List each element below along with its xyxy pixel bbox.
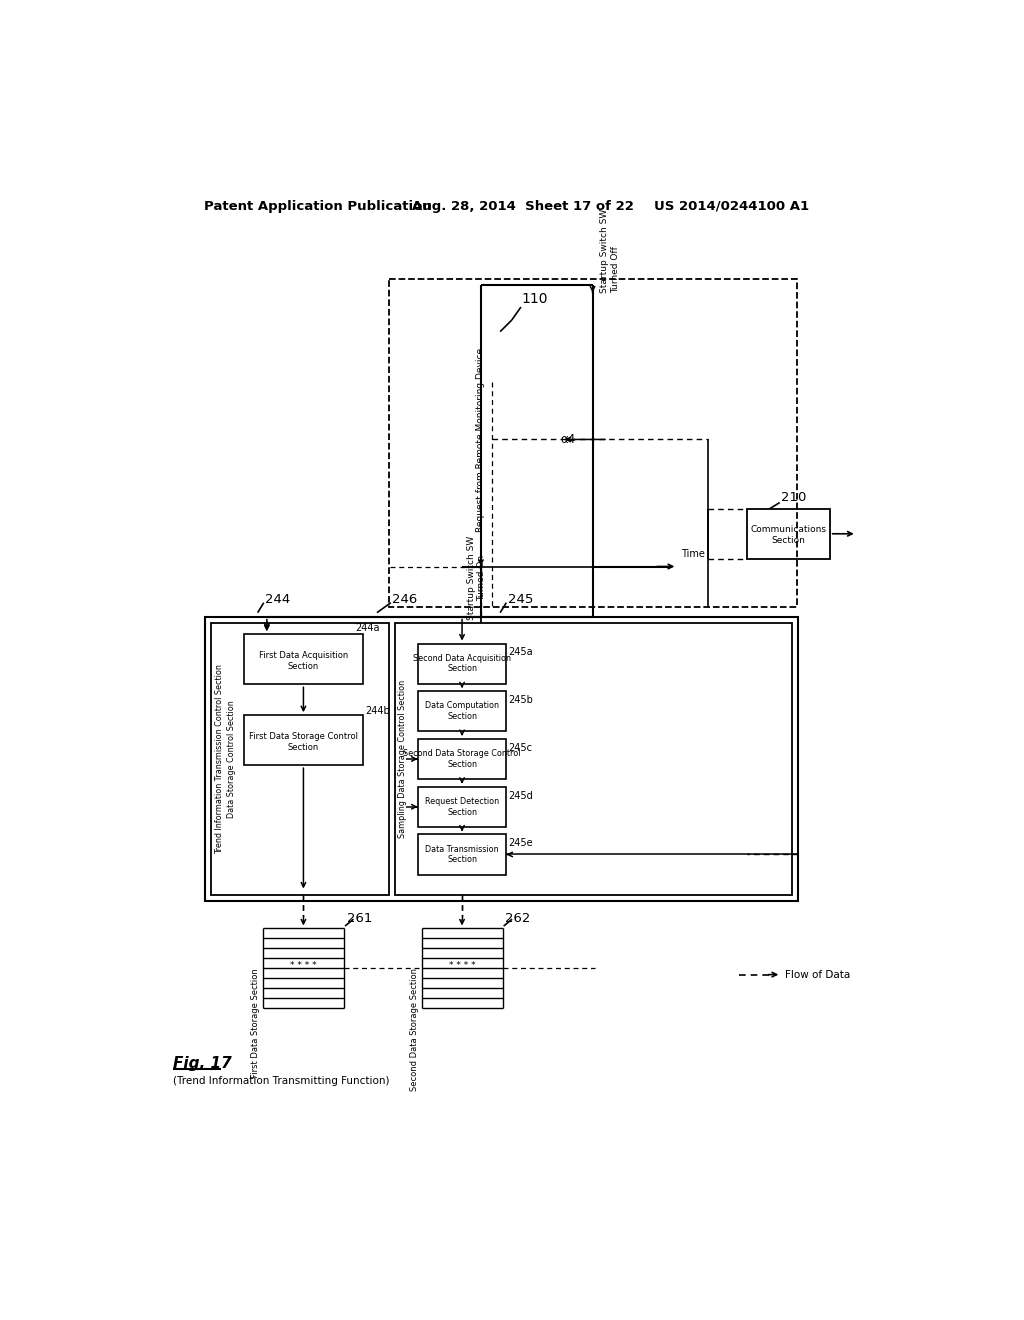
Bar (418, 739, 506, 779)
Text: Fig. 17: Fig. 17 (173, 1056, 231, 1071)
Text: Request Detection: Request Detection (425, 797, 499, 805)
Text: * * * *: * * * * (291, 961, 317, 970)
Text: First Data Storage Control: First Data Storage Control (249, 731, 358, 741)
Text: α4: α4 (560, 433, 575, 446)
Text: Section: Section (771, 536, 805, 545)
Text: 245c: 245c (509, 743, 532, 752)
Bar (211, 623, 388, 895)
Text: Section: Section (447, 855, 477, 865)
Bar (418, 834, 506, 874)
Text: 245: 245 (508, 593, 534, 606)
Text: Sampling Data Storage Control Section: Sampling Data Storage Control Section (398, 680, 407, 838)
Text: 261: 261 (346, 912, 372, 924)
Text: 245a: 245a (509, 647, 534, 657)
Text: Second Data Acquisition: Second Data Acquisition (413, 653, 511, 663)
Text: 245e: 245e (509, 838, 534, 849)
Text: 110: 110 (521, 292, 548, 306)
Bar (205, 616, 798, 902)
Bar (418, 692, 506, 731)
Text: 210: 210 (781, 491, 807, 504)
Bar (244, 635, 364, 684)
Text: Section: Section (447, 760, 477, 768)
Text: Section: Section (288, 743, 319, 751)
Bar (418, 644, 506, 684)
Text: Communications: Communications (751, 525, 826, 535)
Text: First Data Acquisition: First Data Acquisition (259, 651, 348, 660)
Bar (388, 280, 797, 607)
Text: Section: Section (447, 713, 477, 721)
Text: Section: Section (288, 661, 319, 671)
Text: 244a: 244a (355, 623, 380, 634)
Text: 245b: 245b (509, 696, 534, 705)
Text: 245d: 245d (509, 791, 534, 800)
Text: US 2014/0244100 A1: US 2014/0244100 A1 (654, 199, 809, 213)
Text: Aug. 28, 2014  Sheet 17 of 22: Aug. 28, 2014 Sheet 17 of 22 (412, 199, 634, 213)
Bar (244, 715, 364, 766)
Text: Request from Remote Monitoring Device: Request from Remote Monitoring Device (476, 347, 485, 532)
Text: Startup Switch SW
Turned Off: Startup Switch SW Turned Off (600, 209, 620, 293)
Text: Flow of Data: Flow of Data (785, 970, 850, 979)
Text: Time: Time (681, 549, 705, 558)
Text: (Trend Information Transmitting Function): (Trend Information Transmitting Function… (173, 1076, 389, 1086)
Text: 244: 244 (265, 593, 291, 606)
Text: Section: Section (447, 664, 477, 673)
Text: Second Data Storage Section: Second Data Storage Section (410, 969, 419, 1092)
Text: 246: 246 (392, 593, 418, 606)
Bar (418, 787, 506, 826)
Text: Second Data Storage Control: Second Data Storage Control (403, 750, 521, 758)
Text: Data Transmission: Data Transmission (425, 845, 499, 854)
Text: Section: Section (447, 808, 477, 817)
Text: Data Computation: Data Computation (425, 701, 499, 710)
Text: 262: 262 (505, 912, 530, 924)
Text: * * * *: * * * * (450, 961, 476, 970)
Text: 244b: 244b (366, 706, 390, 717)
Bar (394, 623, 792, 895)
Text: First Data Storage Section: First Data Storage Section (251, 969, 260, 1078)
Text: Startup Switch SW
Turned On: Startup Switch SW Turned On (467, 536, 486, 620)
Bar (746, 508, 829, 558)
Text: Trend Information Transmission Control Section: Trend Information Transmission Control S… (215, 664, 223, 854)
Text: Patent Application Publication: Patent Application Publication (204, 199, 431, 213)
Text: Data Storage Control Section: Data Storage Control Section (227, 700, 236, 818)
